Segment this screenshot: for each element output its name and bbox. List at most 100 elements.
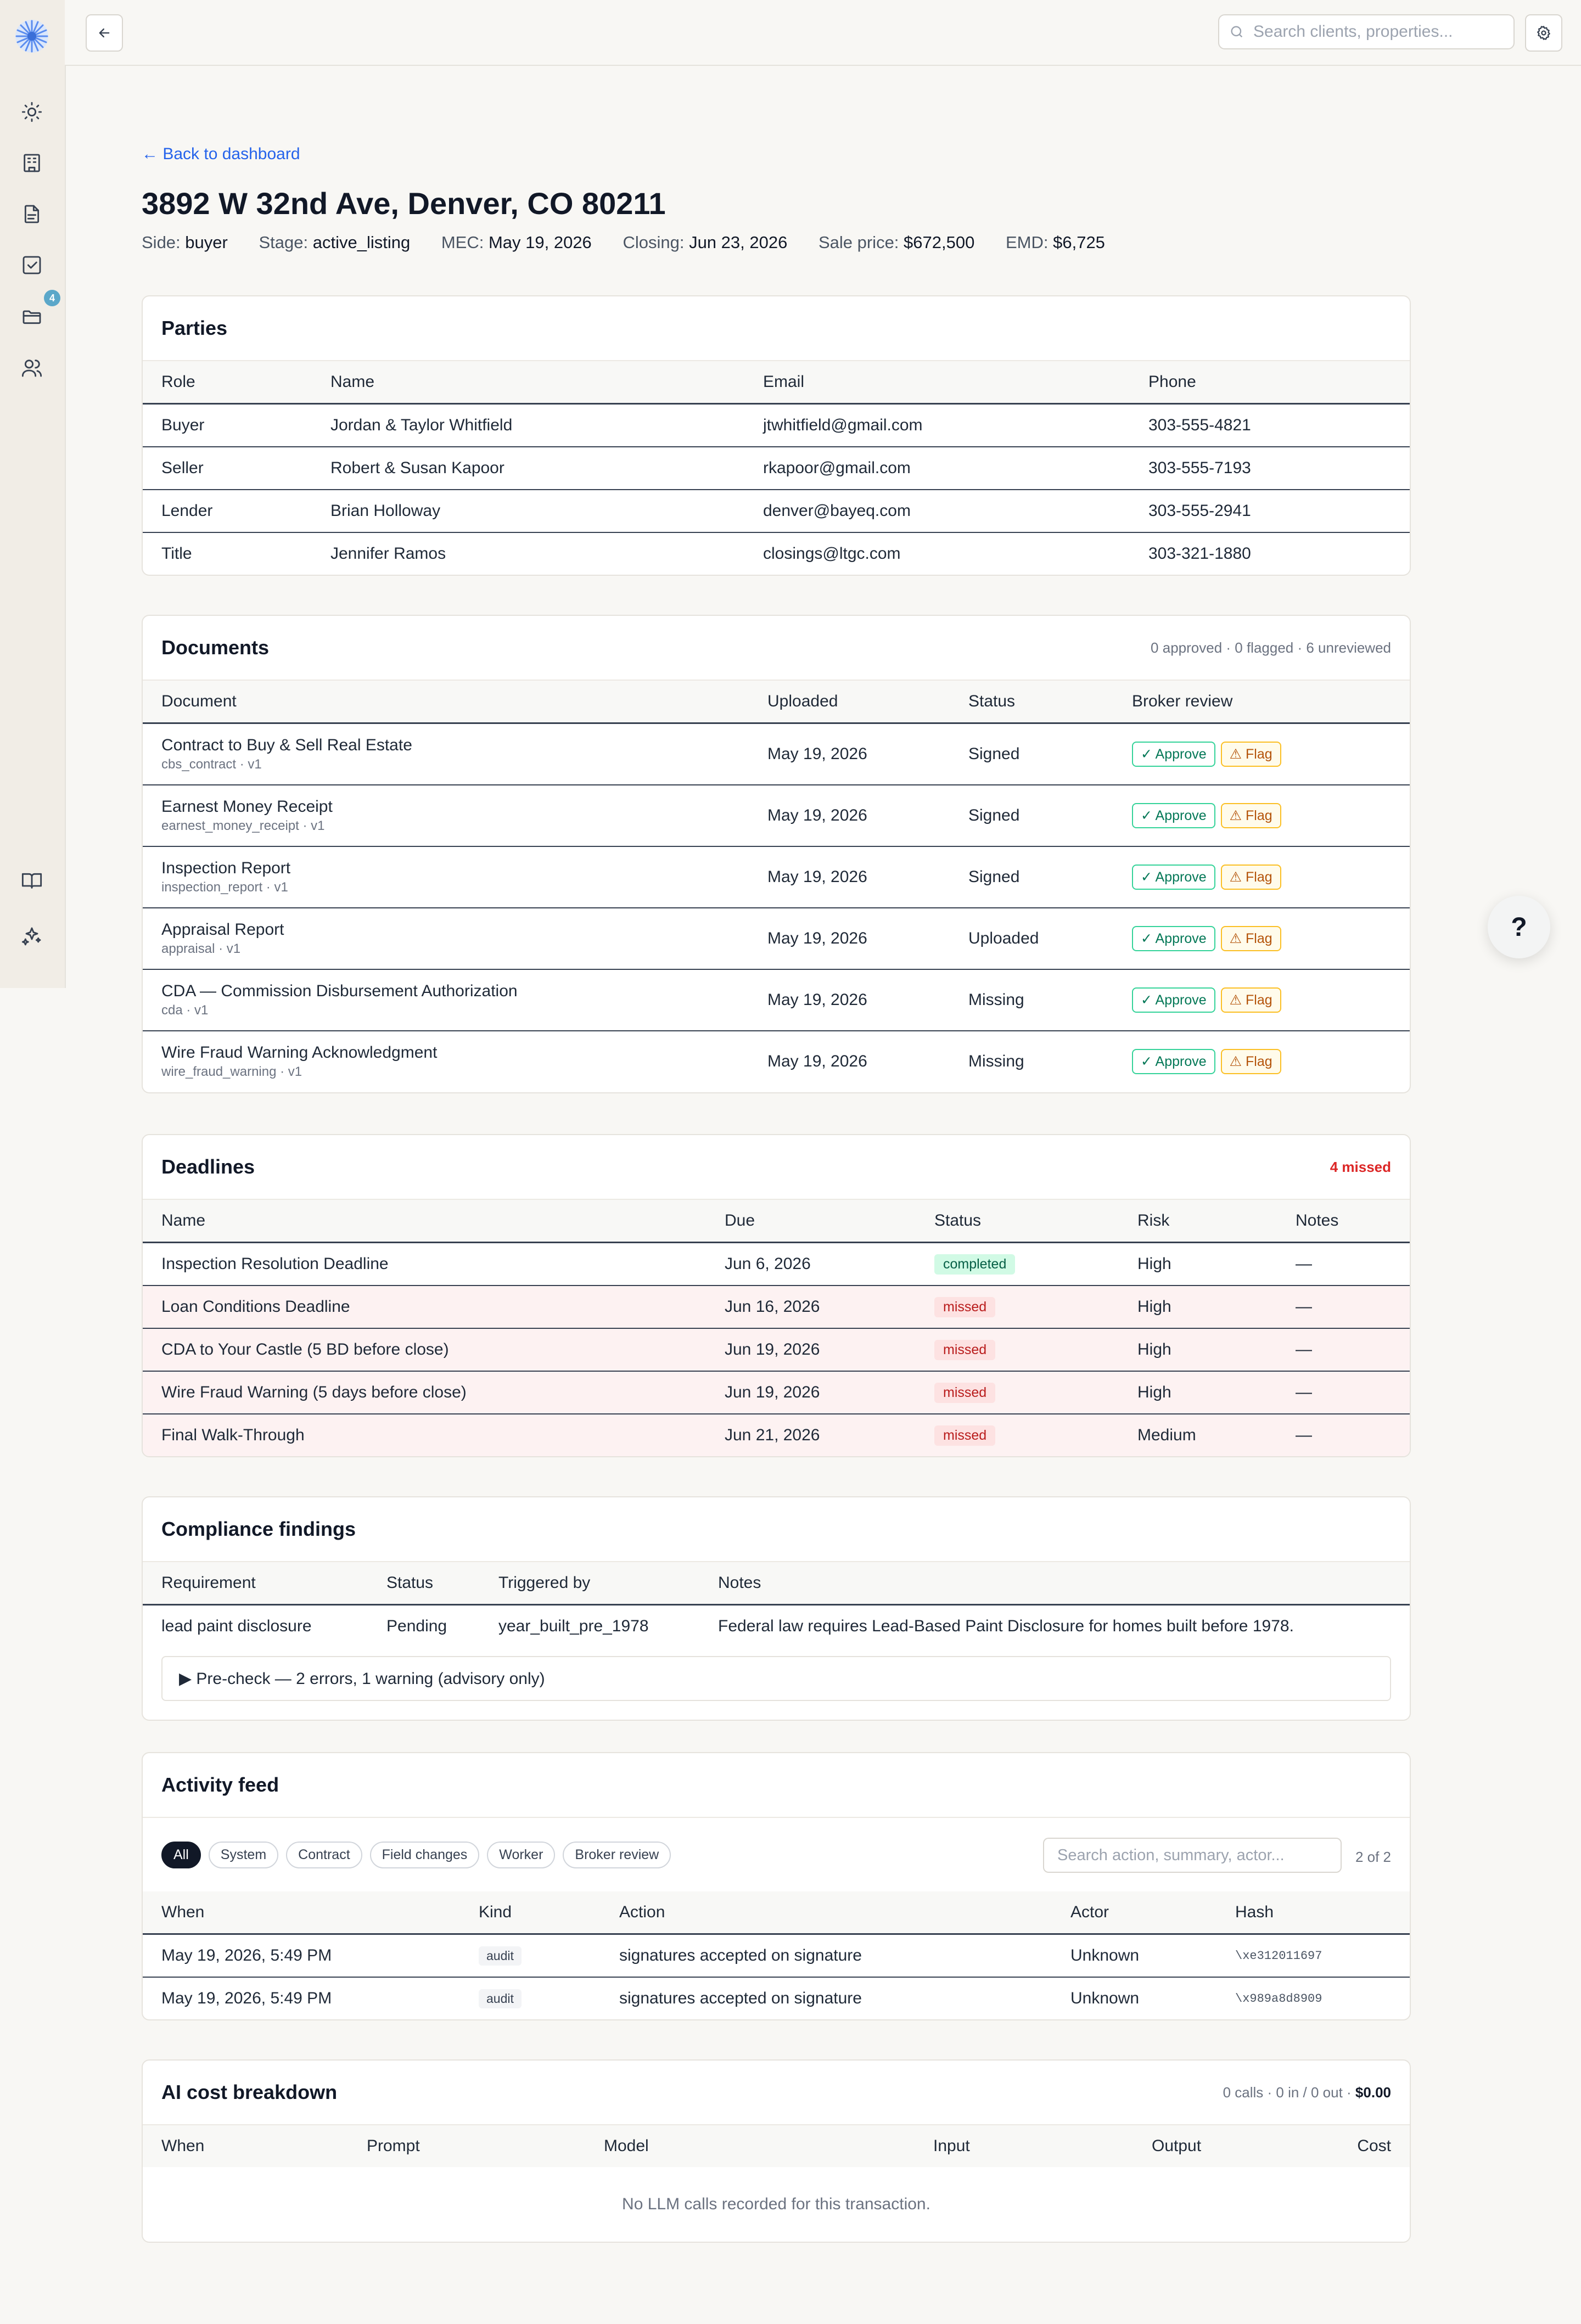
parties-card: Parties Role Name Email Phone Buyer Jorda… bbox=[142, 295, 1411, 576]
kind-badge: audit bbox=[479, 1946, 522, 1966]
documents-card: Documents 0 approved · 0 flagged · 6 unr… bbox=[142, 615, 1411, 1093]
checkbox-icon[interactable] bbox=[19, 252, 45, 278]
building-icon[interactable] bbox=[19, 150, 45, 176]
column-header: Notes bbox=[1277, 1200, 1410, 1243]
document-name[interactable]: Earnest Money Receipt bbox=[161, 797, 333, 816]
empty-row: No LLM calls recorded for this transacti… bbox=[143, 2167, 1410, 2242]
approve-button[interactable]: ✓ Approve bbox=[1132, 802, 1215, 828]
status-badge: missed bbox=[934, 1382, 996, 1403]
documents-summary: 0 approved · 0 flagged · 6 unreviewed bbox=[1151, 639, 1391, 656]
document-name[interactable]: Wire Fraud Warning Acknowledgment bbox=[161, 1043, 438, 1062]
document-name[interactable]: Inspection Report bbox=[161, 858, 291, 877]
table-row: Title Jennifer Ramos closings@ltgc.com 303-… bbox=[161, 544, 1251, 563]
approve-button[interactable]: ✓ Approve bbox=[1132, 987, 1215, 1013]
approve-button[interactable]: ✓ Approve bbox=[1132, 741, 1215, 767]
column-header: Risk bbox=[1119, 1200, 1277, 1243]
filter-chip-all[interactable]: All bbox=[161, 1841, 201, 1868]
table-row: Final Walk-Through Jun 21, 2026 missed M… bbox=[143, 1414, 1410, 1456]
table-row: CDA to Your Castle (5 BD before close) J… bbox=[143, 1328, 1410, 1372]
column-header: Cost bbox=[1298, 2125, 1410, 2167]
activity-search-input[interactable]: Search action, summary, actor... bbox=[1043, 1838, 1342, 1873]
column-header: Requirement bbox=[143, 1562, 368, 1606]
precheck-toggle[interactable]: ▶ Pre-check — 2 errors, 1 warning (advis… bbox=[161, 1656, 1391, 1701]
ai-cost-title: AI cost breakdown bbox=[161, 2081, 338, 2103]
status-badge: missed bbox=[934, 1425, 996, 1446]
deadlines-title: Deadlines bbox=[161, 1155, 255, 1178]
meta-mec: MEC: May 19, 2026 bbox=[441, 233, 592, 252]
compliance-title: Compliance findings bbox=[161, 1518, 356, 1540]
documents-table: Document Uploaded Status Broker review C… bbox=[143, 681, 1410, 1092]
column-header: Status bbox=[950, 681, 1113, 724]
approve-button[interactable]: ✓ Approve bbox=[1132, 864, 1215, 890]
column-header: Status bbox=[368, 1562, 480, 1606]
column-header: Name bbox=[312, 361, 744, 405]
flag-button[interactable]: ⚠ Flag bbox=[1220, 925, 1281, 951]
table-row: lead paint disclosure Pending year_built… bbox=[161, 1617, 1294, 1635]
flag-button[interactable]: ⚠ Flag bbox=[1220, 802, 1281, 828]
parties-table: Role Name Email Phone Buyer Jordan & Tayl… bbox=[143, 361, 1410, 575]
sparkles-icon[interactable] bbox=[19, 923, 45, 950]
table-row: May 19, 2026, 5:49 PM audit signatures a… bbox=[143, 1977, 1410, 2019]
filter-chip-worker[interactable]: Worker bbox=[487, 1841, 556, 1868]
flag-button[interactable]: ⚠ Flag bbox=[1220, 864, 1281, 890]
back-button[interactable] bbox=[86, 14, 123, 52]
document-name[interactable]: Appraisal Report bbox=[161, 920, 284, 939]
column-header: Kind bbox=[460, 1891, 601, 1935]
flag-button[interactable]: ⚠ Flag bbox=[1220, 741, 1281, 767]
activity-filters: All System Contract Field changes Worker… bbox=[143, 1818, 1410, 1891]
column-header: Due bbox=[706, 1200, 916, 1243]
folder-count-badge: 4 bbox=[44, 290, 60, 306]
filter-chip-system[interactable]: System bbox=[208, 1841, 279, 1868]
approve-button[interactable]: ✓ Approve bbox=[1132, 925, 1215, 951]
help-button[interactable]: ? bbox=[1488, 896, 1550, 958]
table-row: Appraisal Report appraisal · v1 May 19, 2… bbox=[143, 907, 1410, 970]
folder-icon[interactable] bbox=[19, 304, 45, 330]
document-icon[interactable] bbox=[19, 201, 45, 227]
logo-icon[interactable] bbox=[12, 16, 52, 56]
activity-title: Activity feed bbox=[161, 1773, 279, 1796]
activity-count: 2 of 2 bbox=[1355, 1849, 1391, 1865]
global-search-input[interactable]: Search clients, properties... bbox=[1218, 14, 1515, 49]
table-row: Seller Robert & Susan Kapoor rkapoor@gmail… bbox=[143, 447, 1410, 490]
document-name[interactable]: Contract to Buy & Sell Real Estate bbox=[161, 736, 412, 754]
filter-chip-broker-review[interactable]: Broker review bbox=[563, 1841, 671, 1868]
users-icon[interactable] bbox=[19, 355, 45, 381]
settings-button[interactable] bbox=[1525, 14, 1562, 52]
meta-side: Side: buyer bbox=[142, 233, 228, 252]
missed-count: 4 missed bbox=[1330, 1158, 1391, 1175]
table-row: CDA — Commission Disbursement Authorizat… bbox=[143, 969, 1410, 1031]
flag-button[interactable]: ⚠ Flag bbox=[1220, 1049, 1281, 1074]
sun-icon[interactable] bbox=[19, 99, 45, 125]
table-row: Earnest Money Receipt earnest_money_recei… bbox=[143, 784, 1410, 847]
column-header: Broker review bbox=[1113, 681, 1410, 724]
deadlines-table: Name Due Status Risk Notes Inspection Re… bbox=[143, 1200, 1410, 1456]
column-header: Hash bbox=[1216, 1891, 1410, 1935]
table-row: May 19, 2026, 5:49 PM audit signatures a… bbox=[143, 1934, 1410, 1978]
ai-cost-summary: 0 calls · 0 in / 0 out · $0.00 bbox=[1223, 2084, 1391, 2101]
filter-chip-contract[interactable]: Contract bbox=[286, 1841, 362, 1868]
ai-cost-card: AI cost breakdown 0 calls · 0 in / 0 out… bbox=[142, 2059, 1411, 2243]
filter-chip-field-changes[interactable]: Field changes bbox=[369, 1841, 480, 1868]
table-row: Loan Conditions Deadline Jun 16, 2026 mi… bbox=[143, 1286, 1410, 1329]
column-header: Output bbox=[1133, 2125, 1298, 2167]
column-header: Triggered by bbox=[480, 1562, 699, 1606]
documents-title: Documents bbox=[161, 636, 270, 659]
transaction-meta: Side: buyer Stage: active_listing MEC: M… bbox=[142, 233, 1131, 252]
document-name[interactable]: CDA — Commission Disbursement Authorizat… bbox=[161, 981, 518, 1000]
column-header: Uploaded bbox=[749, 681, 950, 724]
gear-icon bbox=[1537, 26, 1550, 40]
status-badge: missed bbox=[934, 1296, 996, 1317]
book-icon[interactable] bbox=[19, 867, 45, 894]
column-header: Prompt bbox=[348, 2125, 585, 2167]
flag-button[interactable]: ⚠ Flag bbox=[1220, 987, 1281, 1013]
hash-value: \x989a8d8909 bbox=[1235, 1991, 1322, 2006]
parties-title: Parties bbox=[161, 317, 228, 339]
table-row: Wire Fraud Warning Acknowledgment wire_fr… bbox=[143, 1031, 1410, 1092]
global-search-placeholder: Search clients, properties... bbox=[1253, 23, 1453, 41]
activity-feed-card: Activity feed All System Contract Field … bbox=[142, 1752, 1411, 2020]
approve-button[interactable]: ✓ Approve bbox=[1132, 1049, 1215, 1074]
table-row: Inspection Resolution Deadline Jun 6, 20… bbox=[143, 1242, 1410, 1286]
meta-closing: Closing: Jun 23, 2026 bbox=[623, 233, 788, 252]
ai-cost-total: $0.00 bbox=[1355, 2084, 1391, 2101]
back-to-dashboard-link[interactable]: ← Back to dashboard bbox=[142, 145, 300, 163]
